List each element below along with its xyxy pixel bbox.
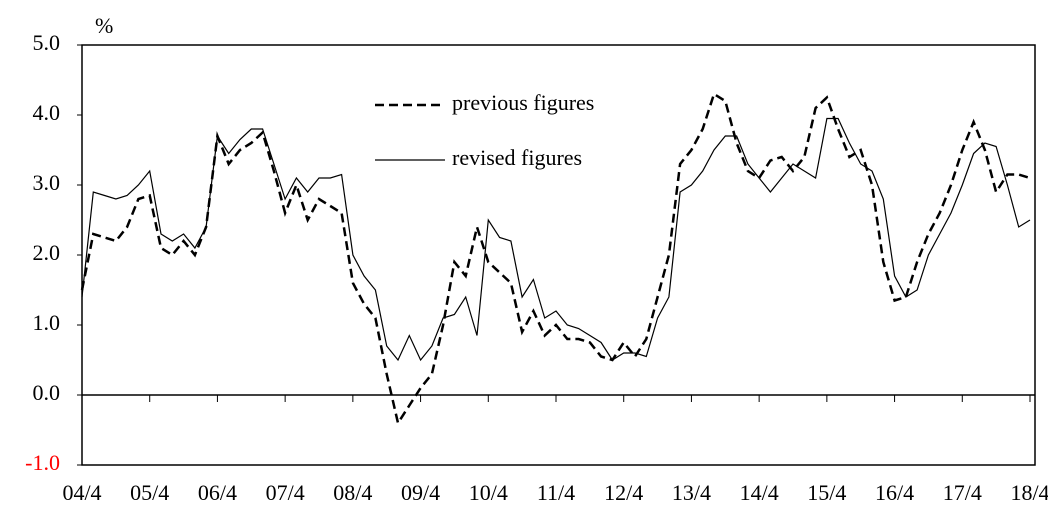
x-tick-label: 13/4 — [672, 480, 711, 505]
x-tick-label: 11/4 — [537, 480, 575, 505]
legend-label: revised figures — [452, 145, 582, 170]
x-tick-label: 10/4 — [469, 480, 508, 505]
x-tick-label: 14/4 — [740, 480, 779, 505]
y-tick-label: 2.0 — [33, 240, 61, 265]
x-tick-label: 15/4 — [807, 480, 846, 505]
x-tick-label: 07/4 — [266, 480, 305, 505]
x-tick-label: 17/4 — [943, 480, 982, 505]
legend-label: previous figures — [452, 90, 594, 115]
x-tick-label: 09/4 — [401, 480, 440, 505]
y-tick-label: -1.0 — [25, 450, 60, 475]
x-tick-label: 12/4 — [604, 480, 643, 505]
y-axis-unit: % — [95, 13, 113, 38]
x-tick-label: 05/4 — [130, 480, 169, 505]
x-tick-label: 06/4 — [198, 480, 237, 505]
series-line — [81, 117, 1031, 362]
x-tick-label: 04/4 — [62, 480, 101, 505]
y-tick-label: 5.0 — [33, 30, 61, 55]
y-tick-label: 0.0 — [33, 380, 61, 405]
y-tick-label: 3.0 — [33, 170, 61, 195]
x-tick-label: 18/4 — [1010, 480, 1048, 505]
x-tick-label: 16/4 — [875, 480, 914, 505]
y-tick-label: 1.0 — [33, 310, 61, 335]
y-tick-label: 4.0 — [33, 100, 61, 125]
series-line — [80, 92, 1031, 427]
x-tick-label: 08/4 — [333, 480, 372, 505]
